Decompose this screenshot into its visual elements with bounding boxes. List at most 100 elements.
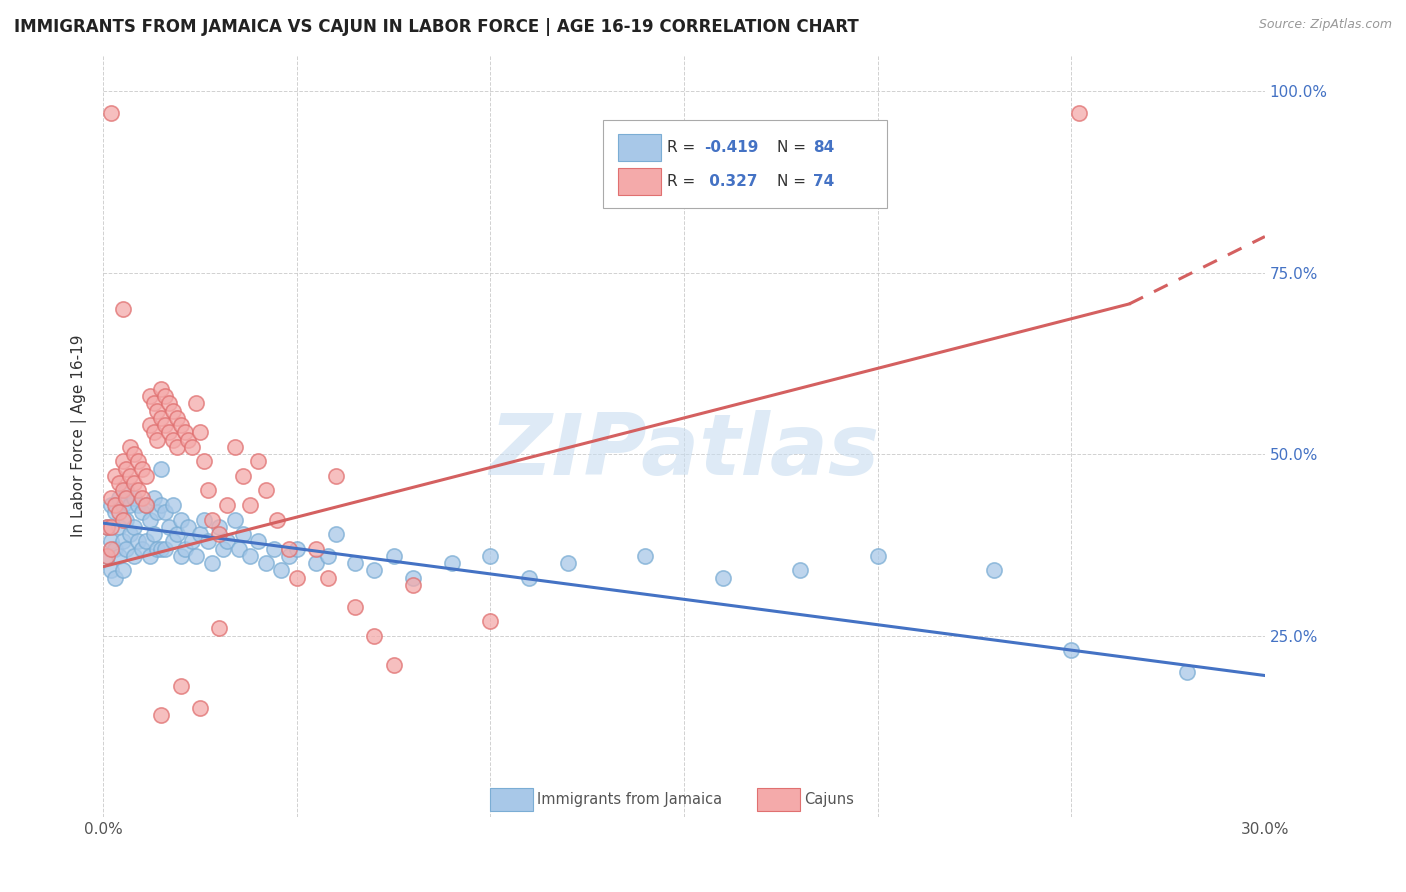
Point	[120, 527, 142, 541]
Point	[169, 512, 191, 526]
Point	[146, 403, 169, 417]
Point	[100, 534, 122, 549]
Point	[120, 469, 142, 483]
Point	[285, 570, 308, 584]
Point	[162, 403, 184, 417]
Text: 74: 74	[813, 174, 834, 189]
Point	[127, 454, 149, 468]
Point	[212, 541, 235, 556]
Point	[142, 396, 165, 410]
Point	[1060, 643, 1083, 657]
Y-axis label: In Labor Force | Age 16-19: In Labor Force | Age 16-19	[72, 334, 87, 537]
Point	[150, 498, 173, 512]
Point	[517, 570, 540, 584]
Point	[162, 433, 184, 447]
Point	[127, 534, 149, 549]
Point	[177, 433, 200, 447]
Point	[150, 708, 173, 723]
Point	[278, 541, 301, 556]
Point	[217, 498, 239, 512]
Text: N =: N =	[778, 174, 811, 189]
Text: 0.327: 0.327	[704, 174, 758, 189]
Text: Cajuns: Cajuns	[804, 792, 853, 807]
Point	[107, 505, 129, 519]
Point	[316, 570, 339, 584]
Point	[96, 520, 118, 534]
Point	[193, 454, 215, 468]
Point	[193, 512, 215, 526]
Point	[254, 556, 277, 570]
Point	[122, 491, 145, 505]
Point	[122, 520, 145, 534]
Text: ZIPatlas: ZIPatlas	[489, 409, 879, 492]
Point	[363, 629, 385, 643]
Point	[232, 469, 254, 483]
Point	[169, 549, 191, 563]
Point	[111, 563, 134, 577]
Point	[96, 549, 118, 563]
Point	[157, 425, 180, 440]
Point	[157, 520, 180, 534]
Point	[239, 498, 262, 512]
Point	[1067, 106, 1090, 120]
Point	[201, 512, 224, 526]
Point	[197, 483, 219, 498]
Point	[100, 491, 122, 505]
Text: 84: 84	[813, 140, 834, 155]
Point	[305, 541, 328, 556]
Point	[104, 469, 127, 483]
Point	[142, 527, 165, 541]
Point	[150, 541, 173, 556]
Point	[135, 498, 157, 512]
Point	[104, 570, 127, 584]
Point	[343, 556, 366, 570]
Point	[343, 599, 366, 614]
Point	[127, 498, 149, 512]
Point	[789, 563, 811, 577]
Point	[217, 534, 239, 549]
Point	[104, 505, 127, 519]
Point	[239, 549, 262, 563]
Point	[186, 396, 208, 410]
Point	[186, 549, 208, 563]
FancyBboxPatch shape	[758, 788, 800, 811]
Point	[208, 527, 231, 541]
Point	[201, 556, 224, 570]
Point	[983, 563, 1005, 577]
Text: R =: R =	[666, 140, 700, 155]
Point	[208, 520, 231, 534]
Point	[162, 534, 184, 549]
Point	[557, 556, 579, 570]
Point	[100, 498, 122, 512]
Point	[131, 541, 153, 556]
Point	[122, 549, 145, 563]
Point	[228, 541, 250, 556]
Point	[153, 505, 176, 519]
Point	[100, 541, 122, 556]
Point	[111, 483, 134, 498]
Point	[150, 382, 173, 396]
Point	[634, 549, 657, 563]
Point	[169, 418, 191, 433]
Point	[138, 549, 160, 563]
Point	[115, 461, 138, 475]
Point	[181, 534, 204, 549]
Point	[131, 491, 153, 505]
Point	[177, 520, 200, 534]
Point	[111, 534, 134, 549]
Point	[111, 512, 134, 526]
Point	[146, 541, 169, 556]
Point	[115, 512, 138, 526]
Point	[111, 454, 134, 468]
Point	[100, 106, 122, 120]
Point	[146, 505, 169, 519]
Point	[402, 570, 425, 584]
Point	[96, 549, 118, 563]
Point	[232, 527, 254, 541]
Point	[120, 440, 142, 454]
Point	[142, 491, 165, 505]
FancyBboxPatch shape	[617, 168, 661, 195]
Point	[107, 491, 129, 505]
Point	[224, 512, 246, 526]
Point	[382, 549, 405, 563]
